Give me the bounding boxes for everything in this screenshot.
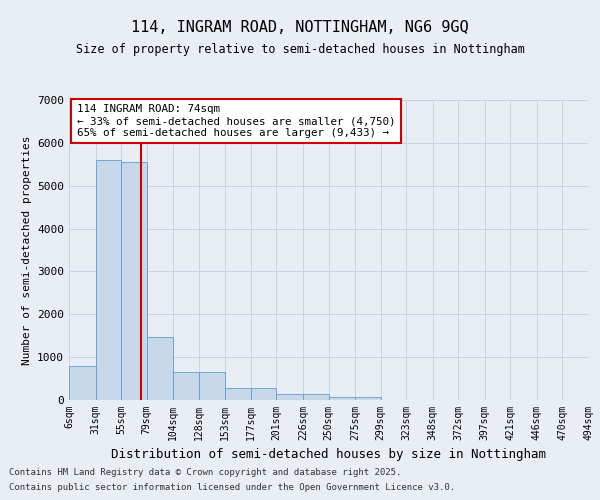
Bar xyxy=(277,394,303,400)
Bar xyxy=(173,372,199,400)
Bar xyxy=(303,394,329,400)
Text: Contains HM Land Registry data © Crown copyright and database right 2025.: Contains HM Land Registry data © Crown c… xyxy=(9,468,401,477)
Bar xyxy=(199,372,226,400)
Bar xyxy=(69,366,95,400)
Bar xyxy=(226,388,251,400)
X-axis label: Distribution of semi-detached houses by size in Nottingham: Distribution of semi-detached houses by … xyxy=(111,448,546,462)
Bar xyxy=(95,160,121,400)
Bar xyxy=(329,396,355,400)
Text: 114 INGRAM ROAD: 74sqm
← 33% of semi-detached houses are smaller (4,750)
65% of : 114 INGRAM ROAD: 74sqm ← 33% of semi-det… xyxy=(77,104,395,138)
Bar xyxy=(251,388,277,400)
Bar xyxy=(355,397,380,400)
Text: Size of property relative to semi-detached houses in Nottingham: Size of property relative to semi-detach… xyxy=(76,44,524,57)
Y-axis label: Number of semi-detached properties: Number of semi-detached properties xyxy=(22,135,32,365)
Text: 114, INGRAM ROAD, NOTTINGHAM, NG6 9GQ: 114, INGRAM ROAD, NOTTINGHAM, NG6 9GQ xyxy=(131,20,469,35)
Text: Contains public sector information licensed under the Open Government Licence v3: Contains public sector information licen… xyxy=(9,483,455,492)
Bar xyxy=(146,336,173,400)
Bar xyxy=(121,162,146,400)
